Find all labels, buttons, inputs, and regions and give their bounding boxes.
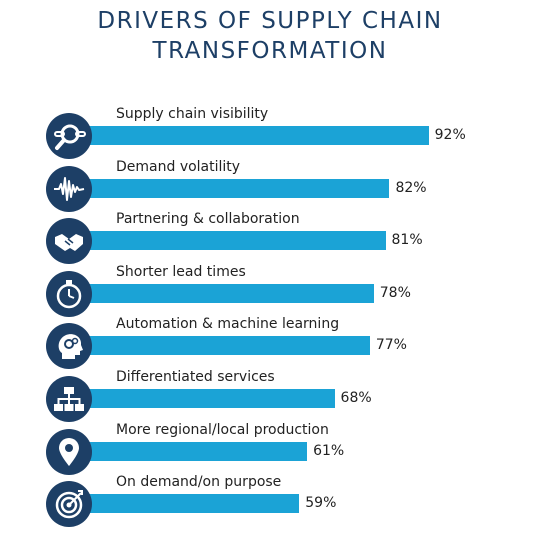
bar	[68, 126, 429, 145]
bar	[68, 441, 308, 461]
category-label: More regional/local production	[116, 421, 329, 438]
target-icon	[46, 481, 92, 528]
category-label: Shorter lead times	[116, 263, 246, 280]
handshake-icon	[46, 218, 92, 265]
chart-row: More regional/local production 61%	[0, 416, 540, 475]
chart-row: Shorter lead times 78%	[0, 258, 540, 317]
magnifier-chain-icon	[46, 113, 92, 159]
bar	[68, 494, 300, 514]
head-gears-icon	[46, 323, 92, 370]
chart-row: Differentiated services 68%	[0, 363, 540, 422]
value-label: 78%	[379, 284, 411, 301]
location-pin-icon	[46, 428, 92, 475]
bar	[68, 178, 390, 198]
chart-title-line-2: TRANSFORMATION	[152, 38, 388, 64]
bar	[68, 389, 335, 408]
waveform-icon	[46, 165, 92, 212]
chart-row: Partnering & collaboration 81%	[0, 205, 540, 265]
value-label: 92%	[434, 127, 466, 143]
value-label: 77%	[375, 337, 407, 354]
category-label: On demand/on purpose	[116, 474, 282, 491]
chart-title: DRIVERS OF SUPPLY CHAIN TRANSFORMATION	[0, 6, 540, 66]
chart-title-line-1: DRIVERS OF SUPPLY CHAIN	[97, 8, 443, 34]
value-label: 82%	[395, 179, 427, 196]
chart-row: Supply chain visibility 92%	[0, 100, 540, 159]
category-label: Partnering & collaboration	[116, 211, 300, 228]
chart-row: Demand volatility 82%	[0, 153, 540, 212]
value-label: 68%	[340, 390, 372, 406]
category-label: Automation & machine learning	[116, 316, 340, 333]
bar	[68, 231, 386, 251]
category-label: Demand volatility	[116, 158, 241, 175]
bar	[68, 283, 374, 303]
bar	[68, 336, 370, 356]
chart-row: Automation & machine learning 77%	[0, 310, 540, 370]
category-label: Supply chain visibility	[116, 106, 269, 122]
stopwatch-icon	[46, 270, 92, 317]
chart-row: On demand/on purpose 59%	[0, 468, 540, 528]
value-label: 81%	[391, 232, 423, 249]
value-label: 59%	[305, 495, 337, 512]
value-label: 61%	[313, 442, 345, 459]
hierarchy-icon	[46, 376, 92, 422]
category-label: Differentiated services	[116, 369, 275, 385]
